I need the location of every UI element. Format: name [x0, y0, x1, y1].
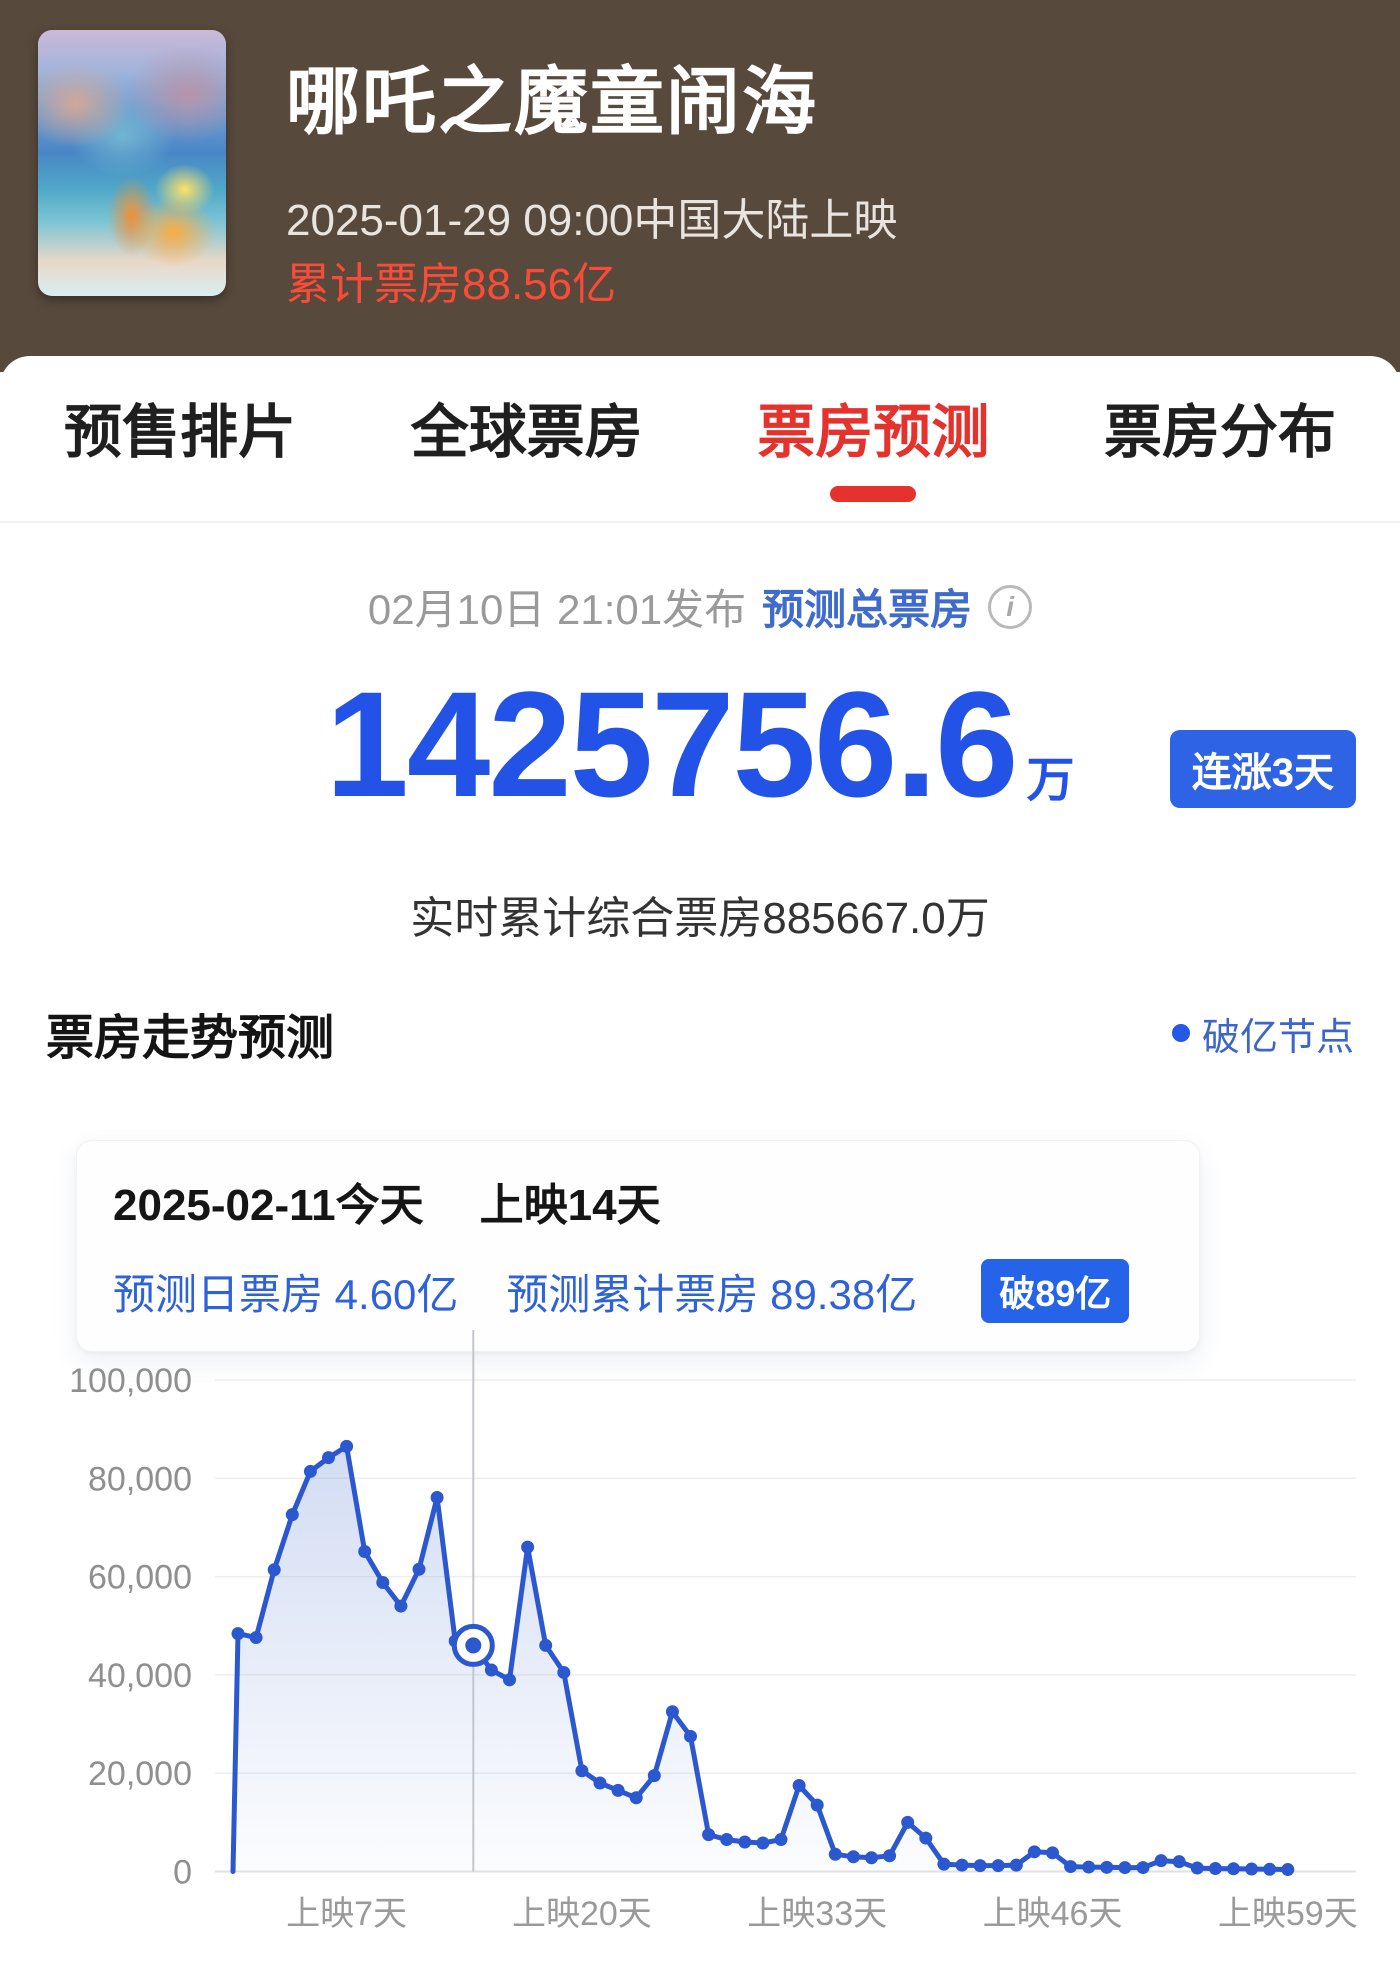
svg-text:上映7天: 上映7天 — [286, 1895, 407, 1933]
trend-section-header: 票房走势预测 破亿节点 — [46, 998, 1354, 1068]
tab-label: 票房预测 — [757, 400, 990, 465]
streak-badge: 连涨3天 — [1169, 730, 1356, 808]
tooltip-cume-forecast: 预测累计票房 89.38亿 — [506, 1270, 918, 1318]
legend-label: 破亿节点 — [1201, 1016, 1354, 1059]
tooltip-date: 2025-02-11今天 — [113, 1181, 424, 1230]
svg-text:40,000: 40,000 — [88, 1657, 192, 1695]
tooltip-forecast-row: 预测日票房 4.60亿 预测累计票房 89.38亿 破89亿 — [113, 1259, 1163, 1323]
movie-poster[interactable] — [38, 30, 226, 296]
tab-label: 预售排片 — [64, 400, 297, 465]
tab-boxoffice-distribution[interactable]: 票房分布 — [1104, 388, 1336, 502]
svg-text:上映59天: 上映59天 — [1218, 1895, 1358, 1933]
forecast-number-row: 1425756.6 万 — [0, 648, 1400, 824]
tab-underline — [1177, 486, 1263, 502]
forecast-total-value: 1425756.6 — [325, 660, 1018, 828]
trend-title: 票房走势预测 — [46, 1012, 335, 1065]
svg-text:上映33天: 上映33天 — [747, 1895, 887, 1933]
cumulative-box-office: 累计票房88.56亿 — [286, 260, 617, 309]
tab-underline — [830, 486, 917, 502]
svg-text:20,000: 20,000 — [88, 1755, 192, 1793]
svg-text:0: 0 — [173, 1854, 192, 1892]
tab-bar: 预售排片 全球票房 票房预测 票房分布 — [0, 388, 1400, 502]
legend-billion-node[interactable]: 破亿节点 — [1171, 1006, 1354, 1061]
tab-boxoffice-forecast[interactable]: 票房预测 — [757, 388, 989, 502]
svg-text:60,000: 60,000 — [88, 1559, 192, 1597]
tab-underline — [137, 486, 223, 502]
svg-text:上映46天: 上映46天 — [983, 1895, 1123, 1933]
svg-text:100,000: 100,000 — [69, 1362, 192, 1400]
tab-label: 全球票房 — [410, 400, 643, 465]
forecast-tooltip-card: 2025-02-11今天 上映14天 预测日票房 4.60亿 预测累计票房 89… — [76, 1140, 1200, 1352]
svg-text:上映20天: 上映20天 — [512, 1895, 652, 1933]
release-date: 2025-01-29 09:00中国大陆上映 — [286, 196, 898, 245]
trend-chart[interactable]: 0 20,000 40,000 60,000 80,000 100,000 上映7天 上映20… — [0, 1330, 1400, 1980]
tooltip-daily-forecast: 预测日票房 4.60亿 — [113, 1270, 459, 1318]
movie-title: 哪吒之魔童闹海 — [286, 60, 818, 143]
tab-label: 票房分布 — [1103, 400, 1336, 465]
divider — [0, 521, 1400, 523]
billion-badge: 破89亿 — [981, 1259, 1130, 1323]
tooltip-date-row: 2025-02-11今天 上映14天 — [113, 1169, 1163, 1233]
realtime-cumulative: 实时累计综合票房885667.0万 — [410, 894, 990, 943]
forecast-publish-time: 02月10日 21:01发布 — [367, 586, 747, 633]
legend-dot-icon — [1171, 1024, 1190, 1042]
forecast-meta-row: 02月10日 21:01发布 预测总票房 i — [0, 576, 1400, 637]
tooltip-day-count: 上映14天 — [479, 1181, 661, 1230]
svg-text:80,000: 80,000 — [88, 1460, 192, 1498]
movie-header: 哪吒之魔童闹海 2025-01-29 09:00中国大陆上映 累计票房88.56… — [0, 0, 1400, 372]
tab-presale[interactable]: 预售排片 — [64, 388, 296, 502]
info-icon[interactable]: i — [988, 584, 1033, 629]
forecast-total-unit: 万 — [1026, 754, 1075, 807]
tab-global-boxoffice[interactable]: 全球票房 — [411, 388, 643, 502]
forecast-total-label: 预测总票房 — [762, 586, 973, 633]
tab-underline — [484, 486, 570, 502]
